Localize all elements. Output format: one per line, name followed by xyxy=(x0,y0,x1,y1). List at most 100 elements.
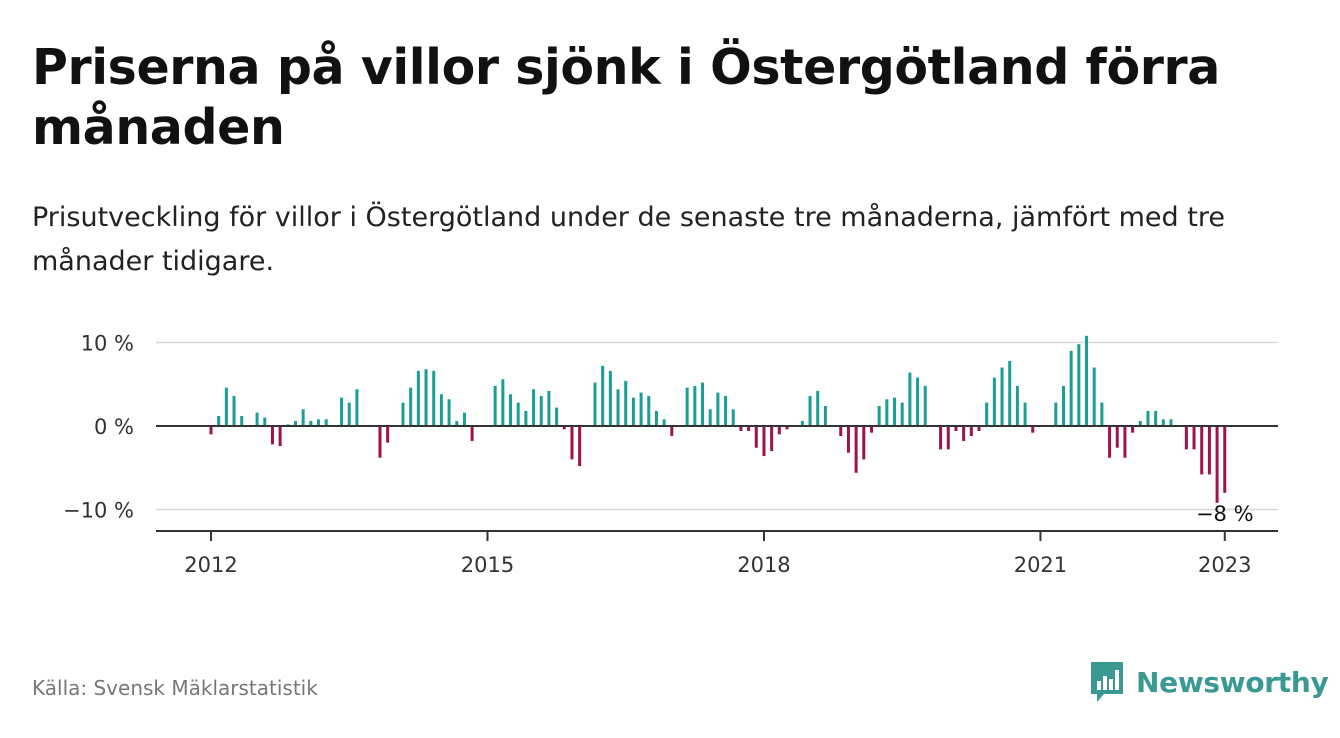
bar xyxy=(539,395,543,426)
bar xyxy=(1092,367,1096,426)
bar xyxy=(1000,367,1004,426)
bar xyxy=(217,415,221,426)
bar xyxy=(1061,385,1065,426)
x-tick-label: 2012 xyxy=(184,553,237,577)
bar xyxy=(908,372,912,426)
bar xyxy=(263,417,267,426)
bar xyxy=(701,382,705,426)
bar xyxy=(1200,426,1204,475)
chart-subtitle: Prisutveckling för villor i Östergötland… xyxy=(32,202,1225,277)
bar xyxy=(1131,426,1135,433)
bar xyxy=(862,426,866,460)
bar xyxy=(739,426,743,432)
bar xyxy=(716,392,720,426)
newsworthy-logo-icon xyxy=(1091,662,1123,702)
bar xyxy=(501,379,505,426)
bar xyxy=(1023,402,1027,426)
bars-layer xyxy=(209,335,1227,503)
bar xyxy=(877,405,881,426)
bar xyxy=(1054,402,1058,426)
bar xyxy=(293,420,297,426)
bar xyxy=(278,426,282,447)
bar xyxy=(724,395,728,426)
bar xyxy=(447,399,451,426)
bar xyxy=(992,377,996,426)
bar xyxy=(401,402,405,426)
bar xyxy=(601,365,605,426)
bar xyxy=(224,387,228,426)
bar xyxy=(593,382,597,426)
bar xyxy=(1077,344,1081,426)
bar xyxy=(547,390,551,426)
bar xyxy=(670,426,674,437)
bar xyxy=(808,395,812,426)
bar xyxy=(455,420,459,426)
bar xyxy=(340,397,344,426)
labels-layer: 10 % 0 % −10 % 2012 2015 2018 2021 2023 −8 % xyxy=(63,332,1254,578)
y-tick-label: −10 % xyxy=(63,499,134,523)
grid-layer xyxy=(156,341,1278,511)
x-tick-label: 2015 xyxy=(461,553,514,577)
bar xyxy=(1123,426,1127,458)
bar xyxy=(1192,426,1196,450)
bar xyxy=(654,410,658,426)
bar xyxy=(532,389,536,426)
bar xyxy=(1115,426,1119,448)
bar xyxy=(462,412,466,426)
bar xyxy=(1223,426,1227,493)
bar xyxy=(1169,419,1173,426)
bar xyxy=(378,426,382,458)
x-tick-label: 2021 xyxy=(1014,553,1067,577)
bar xyxy=(1108,426,1112,458)
bar xyxy=(416,370,420,426)
bar xyxy=(493,385,497,426)
bar xyxy=(977,426,981,432)
bar xyxy=(570,426,574,460)
bar xyxy=(1031,426,1035,433)
bar xyxy=(708,409,712,426)
chart-title: Priserna på villor sjönk i Östergötland … xyxy=(32,39,1220,156)
bar xyxy=(693,385,697,426)
bar xyxy=(969,426,973,437)
bar xyxy=(800,420,804,426)
bar xyxy=(1100,402,1104,426)
y-tick-label: 0 % xyxy=(94,415,134,439)
brand-name: Newsworthy xyxy=(1136,665,1329,699)
bar xyxy=(270,426,274,445)
bar xyxy=(962,426,966,442)
bar xyxy=(893,397,897,426)
bar xyxy=(355,389,359,426)
bar xyxy=(939,426,943,450)
bar xyxy=(1207,426,1211,475)
bar xyxy=(846,426,850,453)
bar xyxy=(1184,426,1188,450)
bar xyxy=(985,402,989,426)
bar xyxy=(240,415,244,426)
bar xyxy=(1215,426,1219,503)
bar xyxy=(1085,335,1089,426)
bar xyxy=(562,426,566,430)
bar xyxy=(839,426,843,437)
bar xyxy=(631,397,635,426)
bar xyxy=(777,426,781,435)
bar xyxy=(432,370,436,426)
bar xyxy=(816,390,820,426)
bar xyxy=(386,426,390,443)
bar xyxy=(639,392,643,426)
last-value-label: −8 % xyxy=(1196,502,1254,526)
bar xyxy=(747,426,751,432)
brand-logo[interactable]: Newsworthy xyxy=(1088,660,1329,704)
bar xyxy=(555,407,559,426)
x-tick-label: 2023 xyxy=(1198,553,1251,577)
bar xyxy=(255,412,259,426)
bar xyxy=(1146,410,1150,426)
bar xyxy=(578,426,582,467)
bar xyxy=(1008,360,1012,426)
bar xyxy=(762,426,766,457)
bar xyxy=(1154,410,1158,426)
bar xyxy=(524,410,528,426)
y-tick-label: 10 % xyxy=(81,332,134,356)
bar xyxy=(209,426,213,435)
bar xyxy=(1069,350,1073,426)
